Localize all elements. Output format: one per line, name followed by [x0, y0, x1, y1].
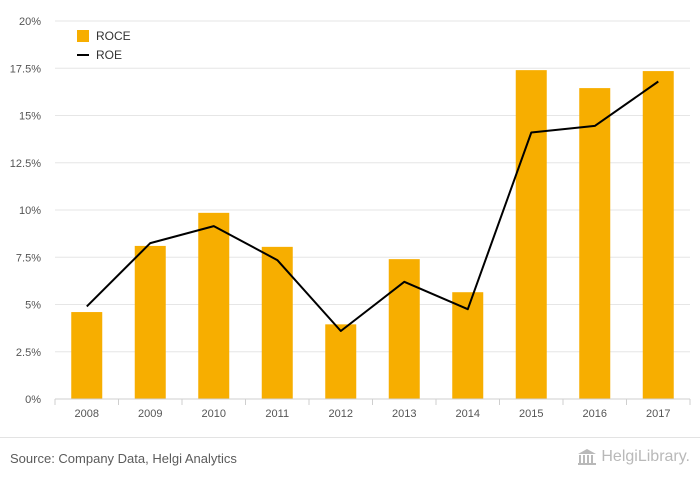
x-tick-label: 2017 [646, 408, 670, 420]
x-tick-label: 2011 [265, 408, 289, 420]
y-tick-label: 12.5% [10, 158, 41, 170]
y-tick-label: 0% [25, 394, 41, 406]
roce-bar [515, 70, 547, 399]
x-tick-label: 2008 [75, 408, 99, 420]
footer: Source: Company Data, Helgi Analytics He… [0, 437, 700, 483]
x-axis-tick-labels: 2008 2009 2010 2011 2012 2013 2014 2015 2016 2017 [75, 408, 671, 420]
x-tick-label: 2014 [456, 408, 480, 420]
library-building-icon [578, 449, 597, 465]
y-tick-label: 2.5% [16, 347, 41, 359]
chart: 0% 2.5% 5% 7.5% 10% 12.5% 15% 17.5% 20% 2008 2009… [10, 16, 691, 420]
legend: ROCE ROE [77, 29, 131, 62]
roce-bars [71, 70, 674, 400]
y-axis-tick-labels: 0% 2.5% 5% 7.5% 10% 12.5% 15% 17.5% 20% [10, 16, 41, 406]
y-tick-label: 5% [25, 300, 41, 312]
x-tick-label: 2012 [329, 408, 353, 420]
roce-bar [325, 324, 357, 399]
roce-bar [642, 71, 674, 400]
y-tick-label: 10% [19, 205, 41, 217]
roce-bar [71, 312, 103, 399]
x-tick-label: 2010 [202, 408, 226, 420]
brand-logo[interactable]: HelgiLibrary. [577, 448, 690, 466]
y-tick-label: 7.5% [16, 252, 41, 264]
roce-bar [134, 245, 166, 399]
roce-bar [198, 212, 230, 399]
y-tick-label: 20% [19, 16, 41, 28]
x-tick-label: 2013 [392, 408, 416, 420]
x-tick-label: 2009 [138, 408, 162, 420]
legend-roe-label: ROE [96, 48, 122, 62]
x-tick-label: 2015 [519, 408, 543, 420]
roce-bar [261, 246, 293, 399]
roce-bar [388, 259, 420, 399]
legend-roce-swatch [77, 30, 89, 42]
footer-divider [0, 437, 700, 438]
legend-roce-label: ROCE [96, 29, 131, 43]
roe-line [86, 80, 659, 332]
y-tick-label: 17.5% [10, 63, 41, 75]
brand-name: HelgiLibrary. [601, 448, 690, 465]
roce-bar [579, 88, 611, 399]
source-note: Source: Company Data, Helgi Analytics [10, 451, 237, 466]
x-axis [54, 398, 691, 405]
x-tick-label: 2016 [583, 408, 607, 420]
y-tick-label: 15% [19, 111, 41, 123]
